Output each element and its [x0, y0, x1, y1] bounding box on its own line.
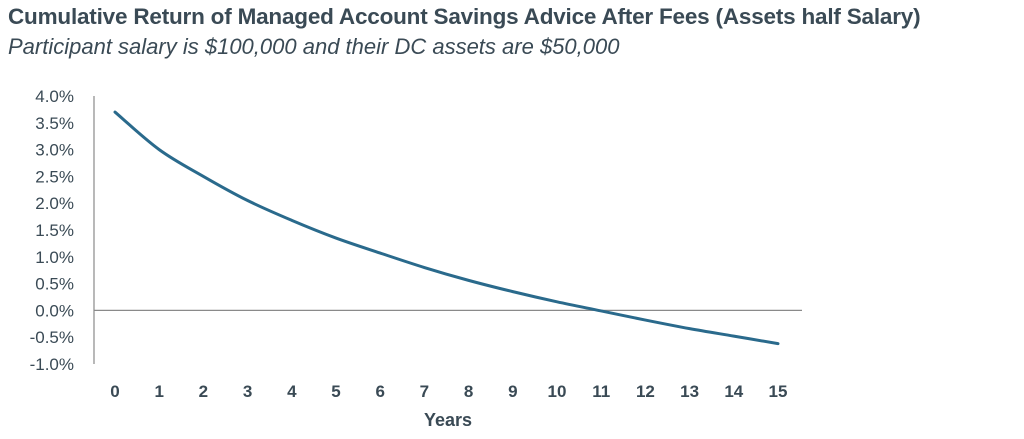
y-tick-label: 2.5%	[35, 167, 74, 186]
x-tick-label: 3	[243, 382, 252, 401]
x-tick-label: 9	[508, 382, 517, 401]
plot-area	[113, 110, 780, 346]
x-tick-label: 6	[375, 382, 384, 401]
x-tick-label: 12	[636, 382, 655, 401]
x-tick-label: 15	[769, 382, 788, 401]
x-tick-label: 4	[287, 382, 297, 401]
y-tick-label: 4.0%	[35, 87, 74, 106]
chart-subtitle: Participant salary is $100,000 and their…	[8, 34, 620, 59]
y-tick-label: 2.0%	[35, 194, 74, 213]
series-line	[113, 110, 780, 346]
x-tick-label: 10	[548, 382, 567, 401]
x-tick-label: 0	[110, 382, 119, 401]
x-tick-label: 7	[420, 382, 429, 401]
x-tick-label: 5	[331, 382, 340, 401]
y-tick-label: 3.0%	[35, 141, 74, 160]
x-axis-label: Years	[424, 410, 472, 430]
x-axis: 0 1 2 3 4 5 6 7 8 9 10 11 12 13 14 15	[110, 382, 787, 401]
y-tick-label: 1.0%	[35, 248, 74, 267]
chart-title: Cumulative Return of Managed Account Sav…	[8, 4, 921, 29]
x-tick-label: 11	[592, 382, 610, 401]
x-tick-label: 14	[724, 382, 743, 401]
y-axis: 4.0% 3.5% 3.0% 2.5% 2.0% 1.5% 1.0% 0.5% 0.0% -0.5…	[30, 87, 802, 374]
x-tick-label: 1	[154, 382, 163, 401]
y-tick-label: 1.5%	[35, 221, 74, 240]
x-tick-label: 13	[680, 382, 699, 401]
x-tick-label: 8	[464, 382, 473, 401]
y-tick-label: 0.0%	[35, 301, 74, 320]
y-tick-label: -0.5%	[30, 328, 74, 347]
y-tick-label: 0.5%	[35, 275, 74, 294]
y-tick-label: 3.5%	[35, 114, 74, 133]
y-tick-label: -1.0%	[30, 355, 74, 374]
x-tick-label: 2	[199, 382, 208, 401]
